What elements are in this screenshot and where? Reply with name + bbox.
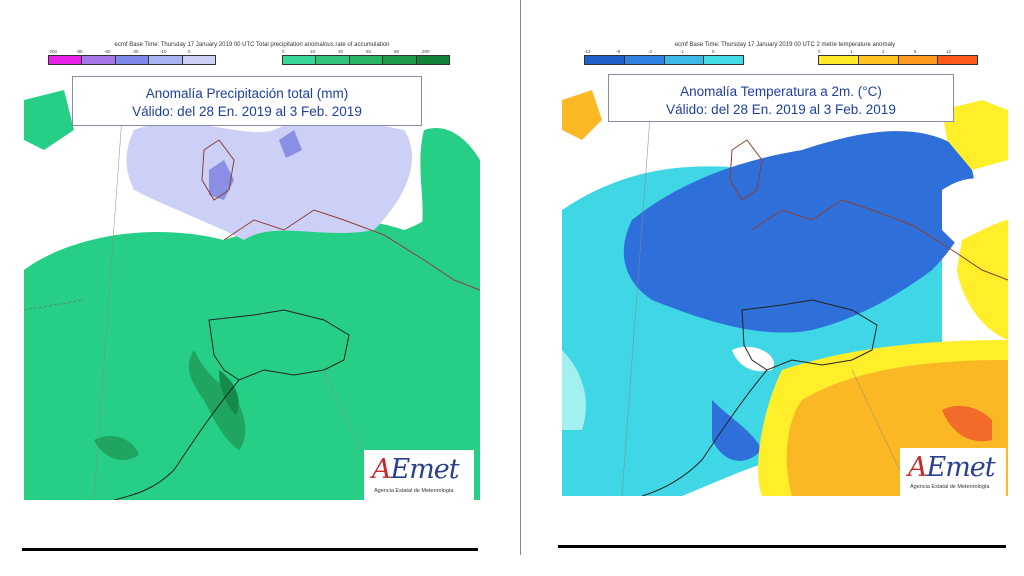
colorbar-tick-label: 0 xyxy=(712,49,715,54)
colorbar-swatch xyxy=(82,56,116,64)
africa-border-line xyxy=(641,369,768,496)
aemet-wordmark: AEmet xyxy=(372,454,460,485)
aemet-subtitle: Agencia Estatal de Meteorología xyxy=(374,488,454,494)
colorbar-swatch xyxy=(49,56,83,64)
colorbar-swatch xyxy=(858,56,899,64)
precip-dark-patch xyxy=(94,435,139,460)
colorbar-tick-label: -2 xyxy=(648,49,653,54)
precipitation-map xyxy=(24,70,480,500)
iberia-coastline xyxy=(741,299,878,371)
colorbar-tick-label: 0 xyxy=(282,49,285,54)
precip-very-dry-patch xyxy=(209,160,234,200)
colorbar-swatch xyxy=(283,56,317,64)
map-header: ecmf Base Time: Thursday 17 January 2019… xyxy=(24,40,480,70)
aemet-logo: AEmet Agencia Estatal de Meteorología xyxy=(364,450,474,500)
colorbar-tick-label: 10 xyxy=(310,49,316,54)
colorbar-positive xyxy=(818,55,978,65)
temp-light-patch-2 xyxy=(732,346,774,372)
left-underline xyxy=(22,548,478,551)
uk-coastline xyxy=(201,139,235,201)
precip-dark-band xyxy=(188,350,246,450)
colorbar-positive xyxy=(282,55,450,65)
colorbar-ticks-positive: 0 1 2 8 12 xyxy=(818,49,978,55)
panel-divider xyxy=(520,0,521,555)
colorbar-tick-label: 12 xyxy=(946,49,952,54)
graticule-line-2 xyxy=(621,89,653,496)
temp-hot-patch xyxy=(942,405,992,442)
precip-green-land-area xyxy=(24,190,480,500)
temp-cold-area xyxy=(623,131,975,333)
colorbar-tick-label: 60 xyxy=(366,49,372,54)
precip-green-northwest xyxy=(24,90,74,150)
aemet-subtitle: Agencia Estatal de Meteorología xyxy=(910,484,990,490)
temp-warm-northwest xyxy=(562,90,602,140)
temperature-anomaly-map-panel: ecmf Base Time: Thursday 17 January 2019… xyxy=(562,40,1008,496)
colorbar-tick-label: 0 xyxy=(818,49,821,54)
temperature-map xyxy=(562,70,1008,496)
colorbar-swatch xyxy=(416,56,450,64)
europe-coastline xyxy=(223,209,480,291)
graticule-line xyxy=(24,299,85,311)
colorbar-ticks-negative: -12 -8 -2 -1 0 xyxy=(584,49,744,55)
precip-very-dry-patch-2 xyxy=(279,130,302,158)
header-text: ecmf Base Time: Thursday 17 January 2019… xyxy=(674,42,896,48)
colorbar-tick-label: -80 xyxy=(76,49,83,54)
graticule-line-3 xyxy=(93,89,125,500)
colorbar-tick-label: -12 xyxy=(584,49,591,54)
map-validity: Válido: del 28 En. 2019 al 3 Feb. 2019 xyxy=(666,102,896,117)
colorbar-swatch xyxy=(115,56,150,64)
precip-dry-area xyxy=(126,118,413,240)
colorbar-tick-label: -60 xyxy=(104,49,111,54)
colorbar-tick-label: 80 xyxy=(394,49,400,54)
temp-yellow-north xyxy=(942,100,1008,170)
map-validity: Válido: del 28 En. 2019 al 3 Feb. 2019 xyxy=(132,104,362,119)
temp-yellow-east xyxy=(957,220,1008,340)
colorbar-swatch xyxy=(149,56,183,64)
map-title: Anomalía Precipitación total (mm) xyxy=(145,86,349,101)
colorbar-tick-label: 2 xyxy=(882,49,885,54)
temp-cold-strip xyxy=(712,400,762,461)
africa-border-line xyxy=(113,379,240,500)
colorbar-tick-label: -8 xyxy=(616,49,621,54)
colorbar-tick-label: 200 xyxy=(422,49,430,54)
aemet-logo: AEmet Agencia Estatal de Meteorología xyxy=(900,448,1006,496)
right-underline xyxy=(558,545,1006,548)
colorbar-swatch xyxy=(585,56,625,64)
europe-coastline xyxy=(751,199,1008,281)
colorbar-tick-label: -30 xyxy=(132,49,139,54)
map-title-box: Anomalía Temperatura a 2m. (°C) Válido: … xyxy=(608,74,954,122)
colorbar-tick-label: -1 xyxy=(680,49,685,54)
colorbar-ticks-negative: -200 -80 -60 -30 -10 0 xyxy=(48,49,216,55)
header-text: ecmf Base Time: Thursday 17 January 2019… xyxy=(114,42,390,48)
uk-coastline xyxy=(729,139,763,201)
map-header: ecmf Base Time: Thursday 17 January 2019… xyxy=(562,40,1008,70)
colorbar-swatch xyxy=(704,56,743,64)
precip-green-northeast xyxy=(419,127,480,260)
colorbar-negative xyxy=(48,55,216,65)
colorbar-swatch xyxy=(938,56,977,64)
colorbar-tick-label: 1 xyxy=(850,49,853,54)
colorbar-swatch xyxy=(349,56,384,64)
colorbar-tick-label: 30 xyxy=(338,49,344,54)
colorbar-negative xyxy=(584,55,744,65)
colorbar-tick-label: 8 xyxy=(914,49,917,54)
colorbar-tick-label: 0 xyxy=(188,49,191,54)
colorbar-swatch xyxy=(182,56,216,64)
temp-light-patch xyxy=(562,350,586,430)
colorbar-swatch xyxy=(624,56,665,64)
colorbar-swatch xyxy=(316,56,350,64)
map-title: Anomalía Temperatura a 2m. (°C) xyxy=(680,84,882,99)
colorbar-swatch xyxy=(383,56,417,64)
colorbar-tick-label: -10 xyxy=(160,49,167,54)
precipitation-anomaly-map-panel: ecmf Base Time: Thursday 17 January 2019… xyxy=(24,40,480,500)
aemet-wordmark: AEmet xyxy=(908,452,996,483)
colorbar-ticks-positive: 0 10 30 60 80 200 xyxy=(282,49,450,55)
colorbar-swatch xyxy=(898,56,939,64)
colorbar-swatch xyxy=(819,56,859,64)
colorbar-tick-label: -200 xyxy=(48,49,58,54)
map-title-box: Anomalía Precipitación total (mm) Válido… xyxy=(72,76,422,126)
colorbar-swatch xyxy=(664,56,705,64)
